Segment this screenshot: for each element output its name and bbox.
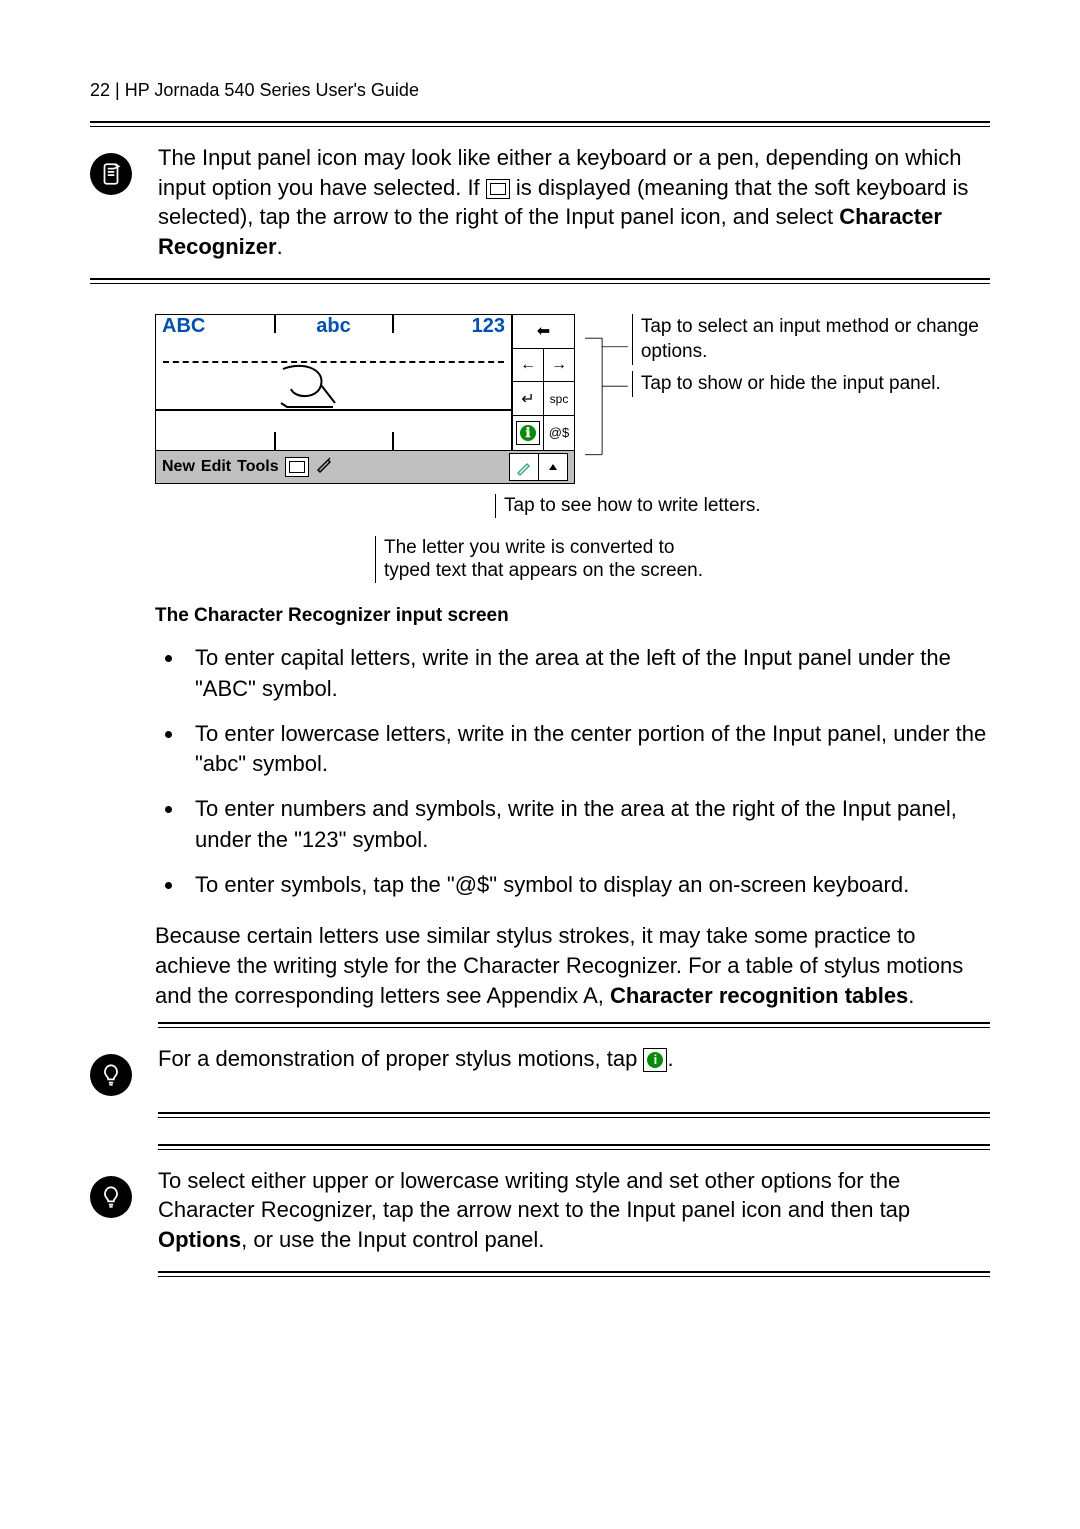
info-button[interactable]: ℹ bbox=[512, 416, 543, 450]
body-paragraph: Because certain letters use similar styl… bbox=[155, 921, 990, 1012]
handwriting-stroke bbox=[273, 363, 343, 416]
divider bbox=[158, 1022, 990, 1028]
keyboard-toggle-icon[interactable] bbox=[285, 457, 309, 477]
input-panel-toggle-button[interactable] bbox=[510, 454, 539, 480]
instruction-list: To enter capital letters, write in the a… bbox=[155, 643, 990, 901]
note-text: The Input panel icon may look like eithe… bbox=[158, 143, 990, 262]
callout-show-hide: Tap to show or hide the input panel. bbox=[632, 371, 990, 397]
input-method-arrow-button[interactable] bbox=[539, 454, 567, 480]
divider bbox=[158, 1271, 990, 1277]
space-button[interactable]: spc bbox=[543, 382, 574, 416]
tip-icon bbox=[90, 1176, 132, 1218]
input-panel-figure: ABC abc 123 bbox=[155, 314, 575, 484]
enter-button[interactable]: ↵ bbox=[512, 382, 543, 416]
list-item: To enter capital letters, write in the a… bbox=[185, 643, 990, 705]
callout-converted: The letter you write is converted to typ… bbox=[375, 536, 724, 584]
backspace-button[interactable]: ⬅ bbox=[512, 315, 574, 349]
divider bbox=[90, 121, 990, 127]
divider bbox=[158, 1112, 990, 1118]
menu-edit[interactable]: Edit bbox=[201, 458, 231, 476]
list-item: To enter numbers and symbols, write in t… bbox=[185, 794, 990, 856]
menu-new[interactable]: New bbox=[162, 458, 195, 476]
symbols-button[interactable]: @$ bbox=[543, 416, 574, 450]
list-item: To enter lowercase letters, write in the… bbox=[185, 719, 990, 781]
callout-see-how: Tap to see how to write letters. bbox=[495, 494, 990, 518]
divider bbox=[90, 278, 990, 284]
divider bbox=[158, 1144, 990, 1150]
figure-caption: The Character Recognizer input screen bbox=[155, 605, 990, 627]
callout-input-method: Tap to select an input method or change … bbox=[632, 314, 990, 365]
note-icon bbox=[90, 153, 132, 195]
writing-area[interactable]: ABC abc 123 bbox=[156, 315, 512, 450]
menubar: New Edit Tools bbox=[156, 450, 574, 483]
tip-text: To select either upper or lowercase writ… bbox=[158, 1166, 990, 1255]
menu-tools[interactable]: Tools bbox=[237, 458, 278, 476]
left-arrow-button[interactable]: ← bbox=[512, 349, 543, 383]
tip-icon bbox=[90, 1054, 132, 1096]
side-buttons: ⬅ ← → ↵ spc ℹ @$ bbox=[512, 315, 574, 450]
info-icon[interactable]: i bbox=[643, 1048, 667, 1072]
pen-icon[interactable] bbox=[315, 455, 333, 478]
list-item: To enter symbols, tap the "@$" symbol to… bbox=[185, 870, 990, 901]
page-header: 22 | HP Jornada 540 Series User's Guide bbox=[90, 80, 990, 121]
keyboard-icon bbox=[486, 179, 510, 199]
tip-text: For a demonstration of proper stylus mot… bbox=[158, 1044, 674, 1074]
right-arrow-button[interactable]: → bbox=[543, 349, 574, 383]
callout-lines bbox=[585, 314, 628, 484]
